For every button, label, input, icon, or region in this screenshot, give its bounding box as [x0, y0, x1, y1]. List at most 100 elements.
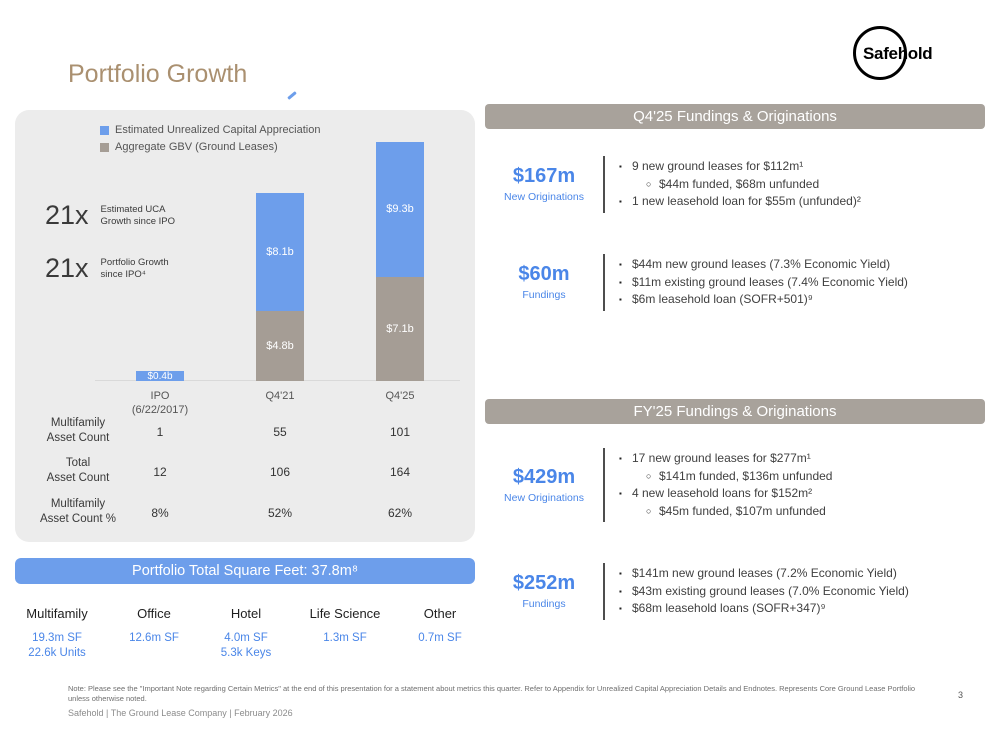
x-axis-label-line: (6/22/2017): [131, 404, 189, 416]
table-cell: 1: [156, 425, 164, 439]
table-label-line: Multifamily: [50, 498, 106, 510]
stat-label: Portfolio Growth since IPO⁴: [101, 257, 169, 280]
property-type-hotel: Hotel 4.0m SF 5.3k Keys: [191, 606, 301, 661]
portfolio-growth-card: Estimated Unrealized Capital Appreciatio…: [15, 110, 475, 542]
amount-label: Fundings: [522, 289, 566, 302]
value-block: $252m Fundings: [485, 572, 603, 610]
bar-segment-label: $7.1b: [386, 323, 414, 336]
bullet-text: $43m existing ground leases (7.0% Econom…: [632, 583, 909, 598]
fy-25-banner: FY'25 Fundings & Originations: [485, 399, 985, 424]
logo-circle-icon: [853, 26, 907, 80]
square-bullet-icon: ▪: [619, 260, 622, 269]
property-values: 4.0m SF 5.3k Keys: [191, 631, 301, 661]
bullet-item: ▪ $68m leasehold loans (SOFR+347)⁹: [619, 600, 993, 618]
safehold-logo: Safehold: [853, 26, 963, 86]
bar-q4-25: $9.3b $7.1b: [376, 141, 424, 381]
fy-new-originations-group: $429m New Originations ▪ 17 new ground le…: [485, 448, 993, 522]
property-name: Hotel: [230, 606, 262, 621]
table-cell: 101: [389, 425, 411, 439]
property-type-life-science: Life Science 1.3m SF: [290, 606, 400, 646]
table-row-label-multifamily-count: Multifamily Asset Count: [23, 416, 133, 446]
bullet-text: $68m leasehold loans (SOFR+347)⁹: [632, 601, 826, 615]
vertical-divider: [603, 156, 605, 213]
vertical-divider: [603, 254, 605, 311]
property-type-multifamily: Multifamily 19.3m SF 22.6k Units: [2, 606, 112, 661]
amount: $429m: [512, 466, 576, 488]
bar-q4-21: $8.1b $4.8b: [256, 192, 304, 381]
circle-bullet-icon: ○: [646, 178, 652, 189]
bullet-item: ▪ $11m existing ground leases (7.4% Econo…: [619, 274, 993, 292]
bar-segment-label: $0.4b: [147, 370, 173, 382]
property-value-line: 22.6k Units: [28, 647, 86, 659]
table-label-line: Asset Count: [46, 472, 110, 484]
bullet-text: $11m existing ground leases (7.4% Econom…: [632, 274, 908, 289]
property-name: Life Science: [309, 606, 381, 621]
property-value-line: 0.7m SF: [418, 632, 462, 644]
bullet-item: ▪ $43m existing ground leases (7.0% Econo…: [619, 583, 993, 601]
page-title: Portfolio Growth: [68, 60, 248, 88]
square-bullet-icon: ▪: [619, 489, 622, 498]
bullet-item: ○ $45m funded, $107m unfunded: [619, 503, 993, 521]
stat-value: 21x: [45, 200, 89, 230]
logo-text: Safehold: [863, 44, 933, 63]
square-bullet-icon: ▪: [619, 586, 622, 596]
bullet-text: 1 new leasehold loan for $55m (unfunded)…: [632, 194, 861, 208]
square-bullet-icon: ▪: [619, 162, 622, 171]
circle-bullet-icon: ○: [646, 470, 652, 481]
stat-portfolio-growth: 21x Portfolio Growth since IPO⁴: [45, 253, 169, 284]
bullet-text: $141m new ground leases (7.2% Economic Y…: [632, 566, 897, 580]
bullet-text: $45m funded, $107m unfunded: [659, 503, 826, 518]
bullet-item: ▪ 4 new leasehold loans for $152m²: [619, 485, 993, 503]
value-block: $167m New Originations: [485, 165, 603, 203]
q4-fundings-group: $60m Fundings ▪ $44m new ground leases (7…: [485, 254, 993, 311]
value-block: $429m New Originations: [485, 466, 603, 504]
bullet-list: ▪ $44m new ground leases (7.3% Economic Y…: [619, 254, 993, 311]
bullet-list: ▪ $141m new ground leases (7.2% Economic …: [619, 563, 993, 620]
bullet-item: ▪ $44m new ground leases (7.3% Economic Y…: [619, 256, 993, 274]
bar-segment-label: $4.8b: [266, 339, 294, 352]
square-bullet-icon: ▪: [619, 295, 622, 304]
x-axis-label-line: IPO: [150, 390, 170, 402]
stat-uca-growth: 21x Estimated UCA Growth since IPO: [45, 200, 175, 231]
legend-label: Estimated Unrealized Capital Appreciatio…: [115, 124, 321, 136]
bullet-item: ▪ 17 new ground leases for $277m¹: [619, 450, 993, 468]
bullet-item: ○ $44m funded, $68m unfunded: [619, 176, 993, 194]
amount: $167m: [512, 165, 576, 188]
legend-label: Aggregate GBV (Ground Leases): [115, 141, 278, 153]
x-axis-label-q421: Q4'21: [265, 390, 295, 402]
square-bullet-icon: ▪: [619, 569, 622, 578]
property-values: 19.3m SF 22.6k Units: [2, 631, 112, 661]
bullet-text: 17 new ground leases for $277m¹: [632, 451, 811, 465]
value-block: $60m Fundings: [485, 263, 603, 301]
property-values: 1.3m SF: [290, 631, 400, 646]
legend-swatch-gray-icon: [100, 142, 109, 152]
table-cell: 12: [153, 465, 167, 479]
circle-bullet-icon: ○: [646, 505, 652, 516]
property-type-other: Other 0.7m SF: [385, 606, 495, 646]
square-bullet-icon: ▪: [619, 197, 622, 206]
amount: $60m: [518, 263, 570, 286]
amount-label: New Originations: [504, 191, 584, 204]
property-type-office: Office 12.6m SF: [99, 606, 209, 646]
table-row-label-multifamily-pct: Multifamily Asset Count %: [23, 497, 133, 527]
bullet-text: $44m funded, $68m unfunded: [659, 176, 820, 191]
table-row-label-total-count: Total Asset Count: [23, 456, 133, 486]
property-value-line: 5.3k Keys: [220, 647, 272, 659]
fy-fundings-group: $252m Fundings ▪ $141m new ground leases …: [485, 563, 993, 620]
footer-brand: Safehold | The Ground Lease Company | Fe…: [68, 708, 293, 718]
bar-segment-label: $9.3b: [386, 203, 414, 216]
bullet-item: ▪ $6m leasehold loan (SOFR+501)⁹: [619, 291, 993, 309]
chart-legend: Estimated Unrealized Capital Appreciatio…: [100, 124, 320, 158]
legend-swatch-blue-icon: [100, 125, 109, 135]
property-value-line: 19.3m SF: [32, 632, 82, 644]
table-cell: 55: [273, 425, 287, 439]
q4-25-banner: Q4'25 Fundings & Originations: [485, 104, 985, 129]
q4-new-originations-group: $167m New Originations ▪ 9 new ground lea…: [485, 156, 993, 213]
decorative-mark: [287, 91, 297, 100]
bullet-list: ▪ 9 new ground leases for $112m¹ ○ $44m fu…: [619, 156, 993, 213]
amount-label: New Originations: [504, 492, 584, 504]
bullet-item: ▪ $141m new ground leases (7.2% Economic …: [619, 565, 993, 583]
x-axis-label-q425: Q4'25: [385, 390, 415, 402]
stat-label-line: since IPO⁴: [100, 268, 146, 280]
